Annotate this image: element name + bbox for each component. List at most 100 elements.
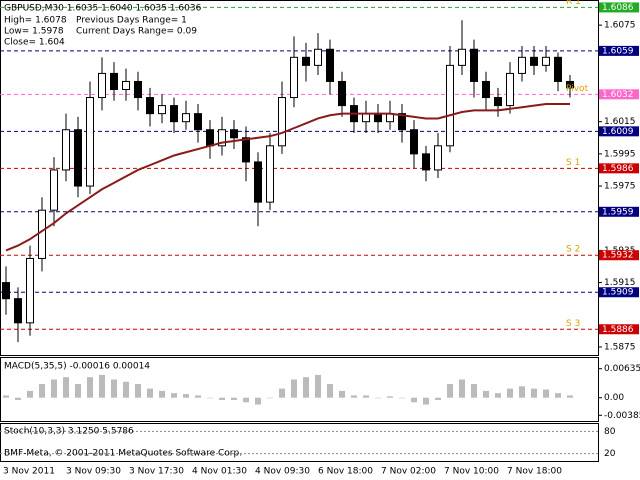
candle-body [374,113,382,123]
macd-bar [315,374,321,398]
macd-bar [195,395,201,398]
x-tick-label: 4 Nov 09:30 [255,467,310,477]
macd-bar [543,389,549,398]
macd-bar [351,395,357,398]
candle-body [302,56,310,66]
y-tick-label: 0.00 [604,393,624,403]
y-tick-label: 1.5915 [604,278,636,288]
macd-bar [303,377,309,398]
macd-bar [411,397,417,403]
candle-body [254,161,262,203]
macd-bar [51,379,57,398]
macd-bar [387,396,393,398]
y-tick-label: 1.5975 [604,182,636,192]
candle-body [542,56,550,66]
macd-bar [567,395,573,398]
marks [0,6,598,455]
macd-bar [555,393,561,398]
main-frame [0,0,599,356]
y-tick-label: 1.6075 [604,21,636,31]
x-tick-label: 6 Nov 18:00 [318,467,373,477]
candle-body [122,80,130,90]
macd-bar [159,390,165,398]
level-label: 1.5932 [602,251,634,261]
level-label: 1.6086 [602,3,634,13]
macd-bar [147,388,153,398]
candle-body [134,80,142,99]
macd-bar [255,397,261,405]
stoch-label: Stoch(10,3,3) 3.1250 5.5786 [4,427,134,437]
candle-body [554,56,562,82]
level-tag-bg [599,45,639,56]
macd-bar [483,390,489,398]
level-label: 1.5959 [602,207,634,217]
info: High= 1.6078 [4,16,67,26]
candle-body [266,145,274,203]
candle-body [290,56,298,99]
macd-bar [15,397,21,400]
level-label: 1.6032 [602,90,634,100]
level-tag-bg [599,287,639,298]
candle-body [398,113,406,131]
level-label: 1.5909 [602,288,634,298]
macd-bar [3,395,9,398]
macd-label: MACD(5,35,5) -0.00016 0.00014 [4,362,150,372]
macd-bar [75,384,81,398]
title: GBPUSD,M30 1.6035 1.6040 1.6035 1.6036 [4,4,202,14]
macd-bar [243,397,249,403]
macd-bar [111,379,117,398]
candle-body [170,105,178,123]
macd-bar [135,384,141,398]
candle-body [362,113,370,123]
candle-body [218,129,226,147]
candle-body [38,209,46,259]
macd-bar [423,397,429,405]
level-tag-bg [599,324,639,335]
candle-body [98,72,106,99]
candle-body [434,145,442,171]
macd-bar [231,397,237,400]
candle-body [62,129,70,171]
candle-body [446,64,454,147]
info: Low= 1.5978 [4,27,64,37]
x-tick-label: 7 Nov 02:00 [381,467,436,477]
footer: BMF-Meta, © 2001-2011 MetaQuotes Softwar… [4,449,242,459]
macd-bar [63,377,69,398]
candle-body [314,48,322,66]
candle-body [26,257,34,324]
level-tag: S 3 [566,319,580,329]
y-tick-label: 1.5995 [604,149,636,159]
macd-bar [399,397,405,399]
macd-bar [291,379,297,398]
y-tick-label: 1.6015 [604,117,636,127]
y-tick-label: -0.00385 [604,411,640,421]
candle-body [326,48,334,82]
macd-bar [183,394,189,398]
candle-body [14,298,22,324]
candle-body [482,80,490,99]
level-tag: S 2 [566,245,580,255]
macd-bar [519,386,525,398]
level-tag-bg [599,89,639,100]
candle-body [74,129,82,187]
macd-frame [0,357,599,422]
info: Current Days Range= 0.09 [76,27,197,37]
candle-body [2,282,10,300]
macd-bar [39,384,45,398]
stoch-frame [0,423,599,462]
level-label: 1.6059 [602,46,634,56]
macd-bar [447,384,453,398]
macd-bar [219,397,225,400]
candle-body [110,72,118,90]
x-tick-label: 4 Nov 01:30 [192,467,247,477]
x-tick-label: 3 Nov 17:30 [129,467,184,477]
level-tag: Pivot [566,84,589,94]
macd-bar [279,388,285,398]
macd-bar [327,384,333,398]
candle-body [494,97,502,107]
candle-body [338,80,346,107]
macd-bar [339,390,345,398]
candle-body [242,137,250,163]
candle-body [530,56,538,66]
